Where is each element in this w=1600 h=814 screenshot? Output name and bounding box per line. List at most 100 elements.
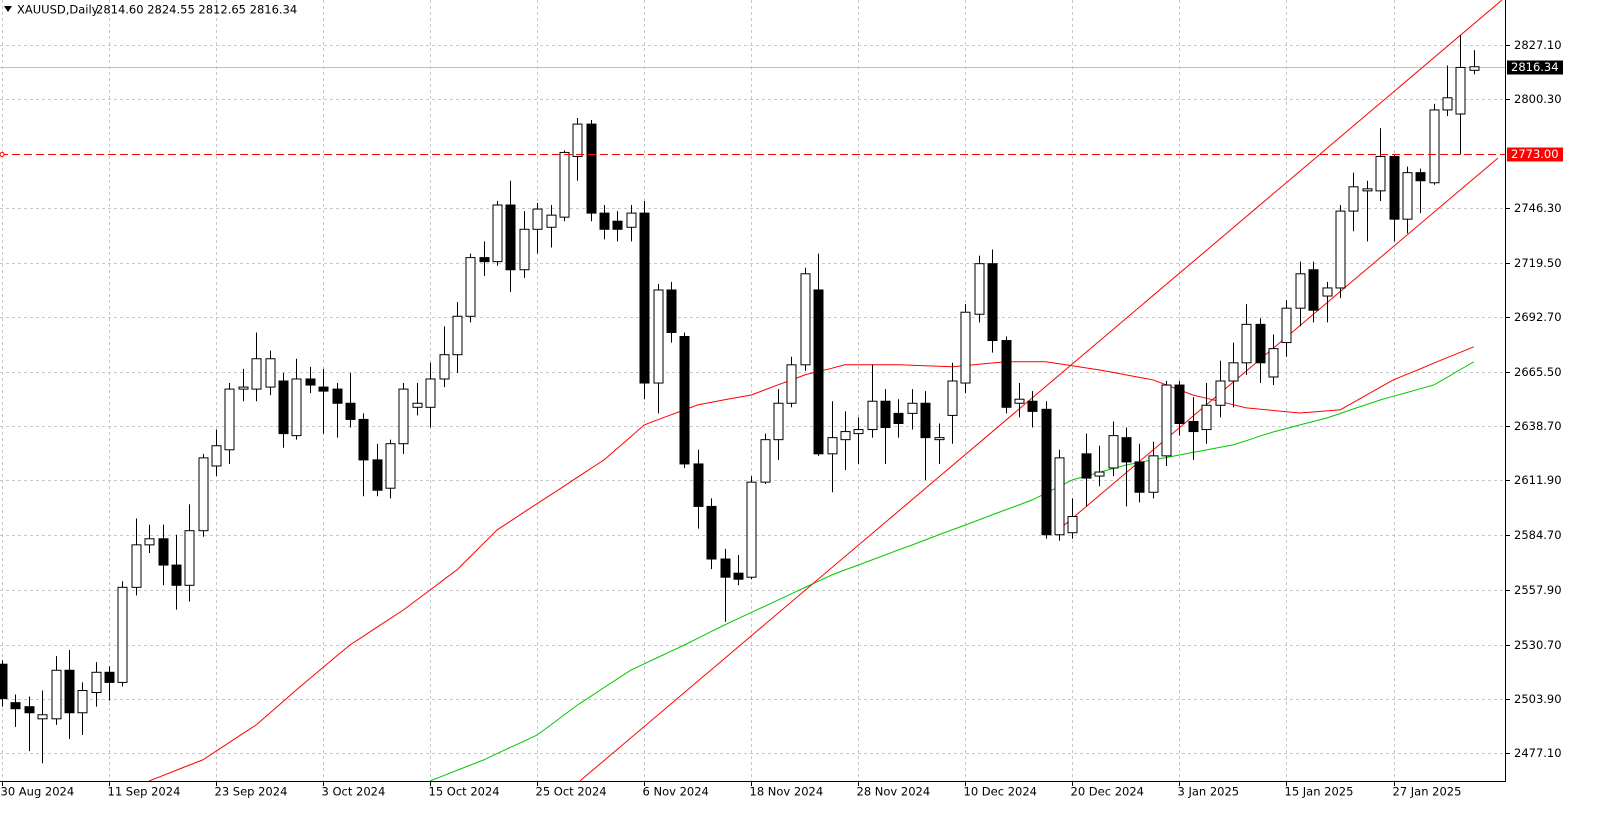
candle-body: [198, 457, 209, 532]
candle-body: [505, 204, 516, 271]
candle-body: [746, 481, 757, 578]
candle-body: [398, 388, 409, 445]
candle-body: [1215, 380, 1226, 406]
candle-body: [987, 263, 998, 342]
candle-body: [947, 380, 958, 416]
candle-body: [1161, 384, 1172, 457]
candle-body: [1001, 340, 1012, 408]
y-tick-label: 2584.70: [1514, 528, 1562, 542]
candle-body: [960, 311, 971, 384]
candle-body: [1188, 420, 1199, 433]
candle-body: [693, 463, 704, 507]
candle-body: [412, 402, 423, 408]
x-tick-label: 27 Jan 2025: [1393, 785, 1462, 799]
y-tick-label: 2692.70: [1514, 310, 1562, 324]
candle-body: [1429, 109, 1440, 184]
collapse-icon: [4, 6, 12, 12]
x-tick-label: 6 Nov 2024: [643, 785, 709, 799]
candle-body: [1455, 66, 1466, 115]
candle-body: [1335, 210, 1346, 289]
candle-body: [452, 315, 463, 356]
plot: [0, 0, 1505, 782]
candle-body: [1014, 398, 1025, 404]
candle-body: [1054, 457, 1065, 536]
candle-body: [653, 289, 664, 384]
trend-line: [579, 0, 1503, 782]
candle-body: [345, 402, 356, 420]
candle-body: [666, 289, 677, 333]
x-tick-label: 15 Jan 2025: [1285, 785, 1354, 799]
candle-body: [800, 273, 811, 366]
candle-body: [278, 380, 289, 435]
candle-body: [184, 530, 195, 586]
candle-body: [251, 358, 262, 390]
symbol-title: XAUUSD,Daily: [17, 3, 99, 17]
level-label-bg: [1507, 147, 1563, 162]
candle-body: [1402, 172, 1413, 220]
candle-body: [586, 123, 597, 214]
candle-body: [706, 505, 717, 560]
y-tick-label: 2719.50: [1514, 256, 1562, 270]
candle-body: [385, 443, 396, 489]
candle-body: [1108, 435, 1119, 469]
candle-body: [1362, 188, 1373, 192]
x-tick-label: 3 Jan 2025: [1178, 785, 1240, 799]
candle-body: [1281, 307, 1292, 344]
candle-body: [1322, 287, 1333, 297]
candle-body: [773, 402, 784, 441]
candle-body: [332, 388, 343, 404]
candle-body: [1134, 461, 1145, 493]
candle-body: [1201, 404, 1212, 431]
x-tick-label: 28 Nov 2024: [857, 785, 931, 799]
candle-body: [1241, 323, 1252, 364]
candle-body: [24, 706, 35, 714]
candle-body: [1308, 269, 1319, 311]
x-tick-label: 15 Oct 2024: [429, 785, 500, 799]
y-tick-label: 2503.90: [1514, 692, 1562, 706]
candle-body: [920, 402, 931, 439]
candle-body: [853, 429, 864, 435]
candle-body: [117, 586, 128, 683]
candle-body: [786, 364, 797, 404]
x-tick-label: 20 Dec 2024: [1071, 785, 1144, 799]
candle-body: [425, 378, 436, 408]
candle-body: [158, 538, 169, 566]
candle-body: [827, 437, 838, 455]
candle-body: [91, 671, 102, 694]
candle-body: [813, 289, 824, 455]
candle-body: [532, 208, 543, 230]
candle-body: [679, 336, 690, 465]
candle-body: [1148, 455, 1159, 493]
candle-body: [1255, 323, 1266, 364]
candle-body: [37, 714, 48, 720]
candle-body: [10, 702, 21, 710]
candle-body: [733, 572, 744, 580]
candle-body: [439, 354, 450, 380]
candle-body: [238, 386, 249, 390]
moving-average: [430, 361, 1475, 782]
current-price-label: 2816.34: [1511, 60, 1559, 74]
candle-body: [64, 669, 75, 714]
current-price-bg: [1507, 60, 1563, 75]
x-tick-label: 18 Nov 2024: [750, 785, 824, 799]
x-tick-label: 25 Oct 2024: [536, 785, 607, 799]
candle-body: [1174, 384, 1185, 424]
candle-body: [519, 228, 530, 271]
candle-body: [1041, 408, 1052, 536]
candle-body: [171, 564, 182, 586]
candle-body: [572, 123, 583, 157]
y-tick-label: 2800.30: [1514, 92, 1562, 106]
candle-body: [840, 431, 851, 441]
candle-body: [760, 439, 771, 483]
candle-body: [546, 214, 557, 228]
quote: 2814.60 2824.55 2812.65 2816.34: [96, 3, 297, 17]
candle-body: [1121, 437, 1132, 463]
candle-body: [224, 388, 235, 451]
y-tick-label: 2530.70: [1514, 638, 1562, 652]
candle-body: [1067, 516, 1078, 534]
level-anchor: [0, 152, 5, 157]
x-tick-label: 10 Dec 2024: [964, 785, 1037, 799]
candle-body: [131, 544, 142, 588]
candle-body: [1081, 453, 1092, 479]
